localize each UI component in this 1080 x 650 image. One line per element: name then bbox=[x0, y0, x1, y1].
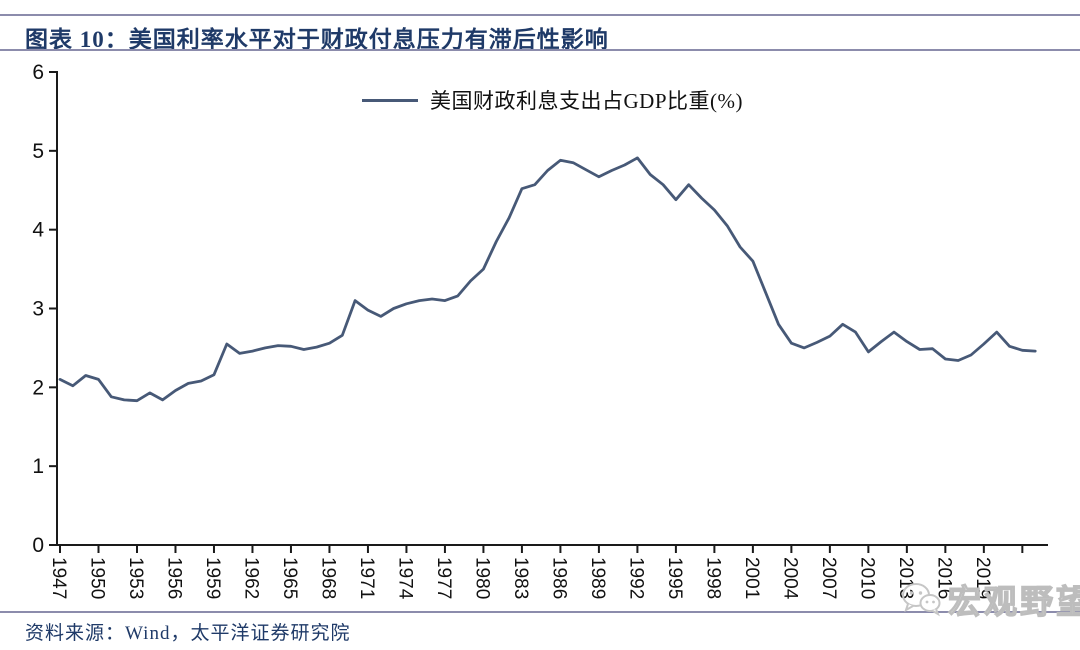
x-axis-label: 1986 bbox=[548, 557, 569, 599]
axis-lines bbox=[56, 71, 1048, 546]
x-axis-label: 1995 bbox=[664, 557, 685, 599]
legend-line-marker bbox=[362, 98, 418, 102]
y-axis-label: 1 bbox=[32, 455, 44, 478]
y-axis-label: 5 bbox=[32, 140, 44, 163]
x-axis-label: 2001 bbox=[741, 557, 762, 599]
x-axis-label: 1974 bbox=[394, 557, 415, 600]
y-axis-label: 2 bbox=[32, 376, 44, 399]
y-axis-label: 3 bbox=[32, 298, 44, 321]
series-line bbox=[58, 156, 1037, 403]
title-divider bbox=[0, 49, 1080, 51]
x-axis-label: 2016 bbox=[933, 557, 954, 599]
legend-label: 美国财政利息支出占GDP比重(%) bbox=[430, 89, 743, 113]
x-axis-label: 1947 bbox=[48, 557, 69, 599]
x-axis-label: 1998 bbox=[702, 557, 723, 599]
x-axis-label: 1965 bbox=[279, 557, 300, 599]
x-axis-label: 1959 bbox=[202, 557, 223, 599]
x-axis-label: 1950 bbox=[86, 557, 107, 599]
x-axis-label: 2004 bbox=[779, 557, 800, 600]
x-axis-label: 1962 bbox=[240, 557, 261, 599]
x-axis-label: 2007 bbox=[818, 557, 839, 599]
y-axis-label: 4 bbox=[32, 219, 44, 242]
x-axis-label: 1956 bbox=[163, 557, 184, 599]
x-axis-label: 2013 bbox=[895, 557, 916, 599]
y-axis-label: 6 bbox=[32, 61, 44, 84]
page-title: 图表 10：美国利率水平对于财政付息压力有滞后性影响 bbox=[25, 27, 609, 52]
x-axis-label: 1953 bbox=[125, 557, 146, 599]
x-axis-label: 1977 bbox=[433, 557, 454, 599]
x-axis-label: 2010 bbox=[856, 557, 877, 599]
x-axis-label: 1980 bbox=[471, 557, 492, 599]
x-axis-label: 2019 bbox=[972, 557, 993, 599]
x-axis-label: 1971 bbox=[356, 557, 377, 599]
source-note: 资料来源：Wind，太平洋证券研究院 bbox=[25, 623, 351, 644]
x-axis-label: 1983 bbox=[510, 557, 531, 599]
top-divider bbox=[0, 14, 1080, 16]
x-axis-label: 1989 bbox=[587, 557, 608, 599]
x-axis-label: 1992 bbox=[625, 557, 646, 599]
chart-legend: 美国财政利息支出占GDP比重(%) bbox=[57, 85, 1048, 115]
bottom-divider bbox=[0, 611, 1080, 613]
x-axis-label: 1968 bbox=[317, 557, 338, 599]
y-axis-label: 0 bbox=[32, 534, 44, 557]
